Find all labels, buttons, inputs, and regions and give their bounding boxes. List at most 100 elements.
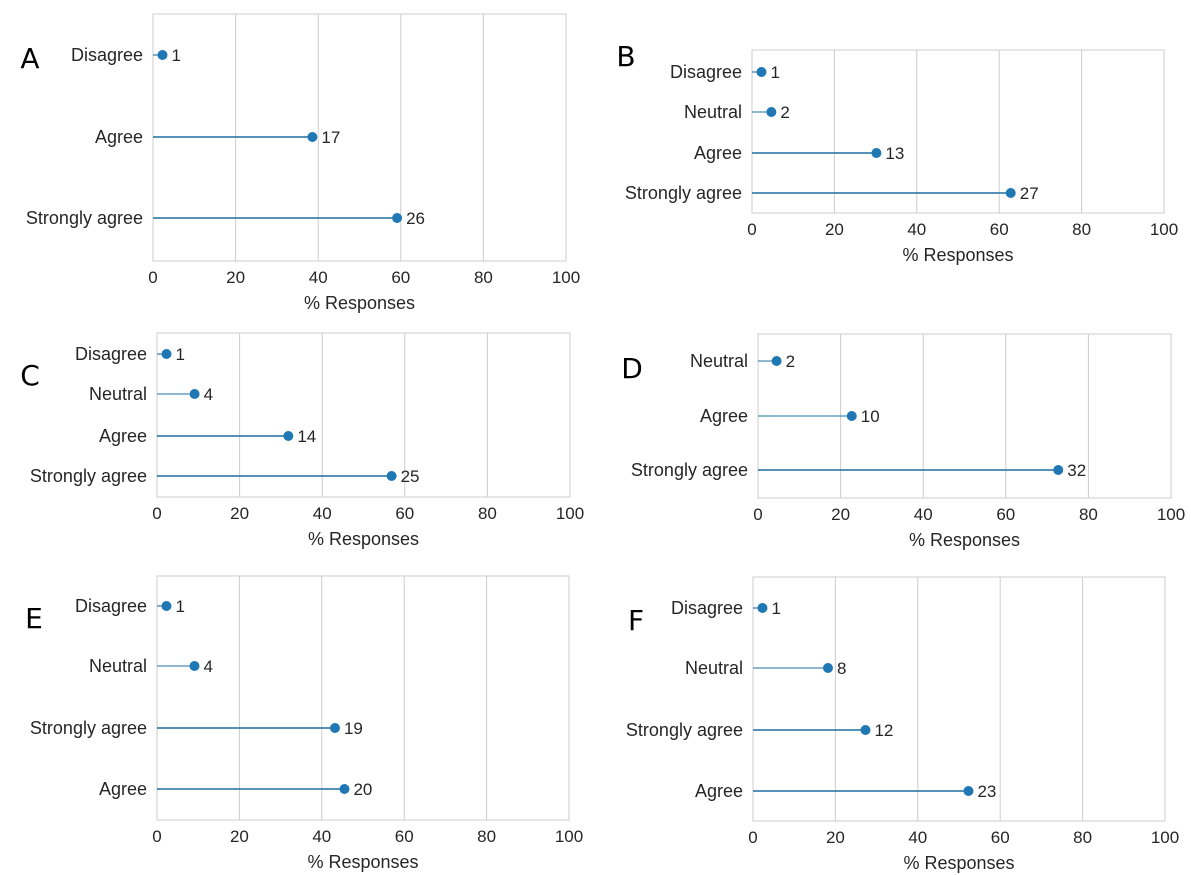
lollipop-marker [756, 67, 767, 77]
value-label: 1 [171, 46, 180, 65]
panel-e: 0 20 40 60 80 100 % Responses E Disagree 1 Neutral… [25, 575, 583, 872]
category-label: Agree [700, 406, 748, 426]
x-tick-label: 100 [555, 827, 583, 846]
lollipop-marker [386, 471, 397, 481]
value-label: 14 [297, 427, 316, 446]
panel-letter: E [25, 602, 43, 635]
panel-letter: B [616, 40, 635, 73]
panel-letter: F [628, 604, 644, 637]
lollipop-marker [1005, 188, 1016, 198]
lollipop-marker [392, 213, 403, 223]
plot-frame [156, 332, 571, 498]
lollipop-marker [757, 603, 768, 613]
x-tick-label: 100 [1151, 828, 1179, 847]
x-tick-label: 20 [831, 505, 850, 524]
lollipop-marker [189, 389, 200, 399]
panel-b: 0 20 40 60 80 100 % Responses B Disagree 1 Neutral… [616, 40, 1178, 265]
x-tick-label: 20 [826, 828, 845, 847]
lollipop-marker [871, 148, 882, 158]
category-label: Strongly agree [30, 718, 147, 738]
value-label: 32 [1067, 461, 1086, 480]
category-label: Agree [95, 127, 143, 147]
category-label: Neutral [89, 384, 147, 404]
category-label: Agree [99, 426, 147, 446]
plot-frame [156, 575, 570, 821]
value-label: 10 [861, 407, 880, 426]
value-label: 2 [780, 103, 789, 122]
category-label: Strongly agree [30, 466, 147, 486]
x-tick-label: 80 [1072, 220, 1091, 239]
lollipop-marker [766, 107, 777, 117]
x-tick-label: 100 [1150, 220, 1178, 239]
x-tick-label: 60 [996, 505, 1015, 524]
panel-c: 0 20 40 60 80 100 % Responses C Disagree 1 Neutral… [20, 332, 584, 549]
lollipop-marker [846, 411, 857, 421]
lollipop-marker [283, 431, 294, 441]
value-label: 4 [204, 385, 213, 404]
lollipop-marker [339, 784, 350, 794]
category-label: Neutral [89, 656, 147, 676]
category-label: Disagree [75, 344, 147, 364]
plot-frame [752, 576, 1166, 822]
x-tick-label: 80 [477, 827, 496, 846]
lollipop-marker [822, 663, 833, 673]
lollipop-marker [161, 601, 172, 611]
panel-letter: A [20, 42, 39, 75]
x-tick-label: 80 [478, 504, 497, 523]
lollipop-marker [1053, 465, 1064, 475]
x-tick-label: 20 [226, 268, 245, 287]
lollipop-marker [157, 50, 168, 60]
category-label: Disagree [670, 62, 742, 82]
x-tick-label: 100 [552, 268, 580, 287]
value-label: 19 [344, 719, 363, 738]
x-tick-label: 80 [474, 268, 493, 287]
x-tick-label: 60 [395, 827, 414, 846]
x-tick-label: 80 [1079, 505, 1098, 524]
value-label: 12 [874, 721, 893, 740]
value-label: 20 [353, 780, 372, 799]
value-label: 13 [885, 144, 904, 163]
panel-a: 0 20 40 60 80 100 % Responses A Disagree 1 Agree 17… [20, 13, 580, 313]
x-tick-label: 80 [1073, 828, 1092, 847]
value-label: 1 [770, 63, 779, 82]
panel-f: 0 20 40 60 80 100 % Responses F Disagree 1 Neutral… [626, 576, 1179, 873]
x-tick-label: 100 [1157, 505, 1185, 524]
category-label: Agree [695, 781, 743, 801]
x-tick-label: 40 [908, 828, 927, 847]
x-tick-label: 40 [313, 504, 332, 523]
x-axis-label: % Responses [909, 530, 1020, 550]
x-tick-label: 60 [391, 268, 410, 287]
x-axis-label: % Responses [903, 853, 1014, 873]
lollipop-marker [329, 723, 340, 733]
plot-frame [751, 49, 1165, 214]
category-label: Disagree [75, 596, 147, 616]
lollipop-marker [161, 349, 172, 359]
lollipop-marker [963, 786, 974, 796]
x-axis-label: % Responses [307, 852, 418, 872]
category-label: Neutral [685, 658, 743, 678]
value-label: 26 [406, 209, 425, 228]
panel-d: 0 20 40 60 80 100 % Responses D Neutral 2 Agree 10 S… [621, 333, 1185, 550]
x-tick-label: 0 [148, 268, 157, 287]
category-label: Strongly agree [625, 183, 742, 203]
category-label: Agree [694, 143, 742, 163]
value-label: 4 [203, 657, 212, 676]
value-label: 17 [321, 128, 340, 147]
value-label: 25 [401, 467, 420, 486]
value-label: 1 [771, 599, 780, 618]
x-tick-label: 40 [907, 220, 926, 239]
category-label: Neutral [684, 102, 742, 122]
x-tick-label: 20 [230, 504, 249, 523]
category-label: Strongly agree [631, 460, 748, 480]
x-tick-label: 20 [825, 220, 844, 239]
x-tick-label: 0 [747, 220, 756, 239]
category-label: Disagree [671, 598, 743, 618]
x-tick-label: 60 [395, 504, 414, 523]
x-tick-label: 60 [990, 220, 1009, 239]
value-label: 2 [786, 352, 795, 371]
category-label: Agree [99, 779, 147, 799]
lollipop-marker [189, 661, 200, 671]
category-label: Neutral [690, 351, 748, 371]
category-label: Disagree [71, 45, 143, 65]
